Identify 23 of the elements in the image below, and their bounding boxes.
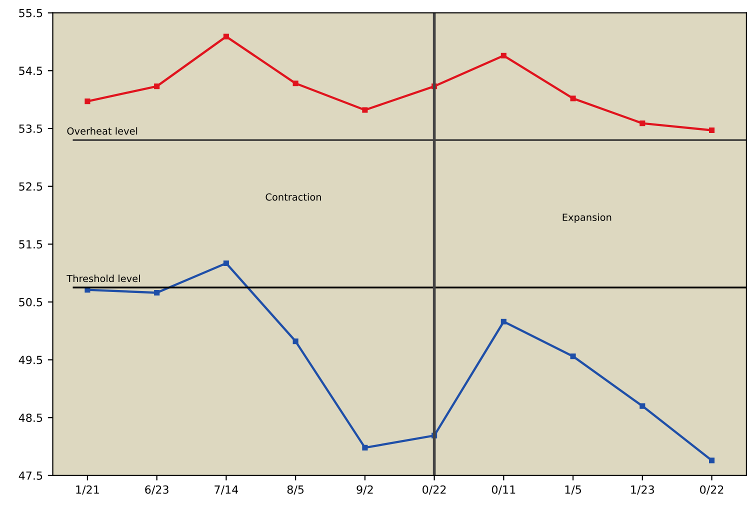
x-tick-label: 7/14 (214, 486, 238, 495)
x-tick-label: 0/22 (422, 485, 446, 495)
x-tick-label: 1/21 (76, 485, 99, 495)
y-tick-label: 55.5 (19, 8, 42, 18)
y-tick-label: 54.5 (19, 66, 42, 76)
x-tick-label: 0/11 (492, 485, 516, 495)
y-tick-label: 49.5 (18, 356, 42, 364)
y-tick-label: 48.5 (18, 414, 42, 422)
x-tick-label: 1/23 (631, 485, 654, 495)
y-tick-label: 50.5 (19, 298, 42, 306)
x-tick-label: 8/5 (287, 485, 304, 495)
annotation: Expansion (562, 213, 612, 223)
x-tick-label: 9/2 (356, 485, 373, 495)
y-tick-label: 53.5 (19, 124, 42, 133)
y-tick-label: 52.5 (19, 182, 42, 191)
ref-line-label: Overheat level (67, 127, 138, 135)
y-tick-label: 51.5 (19, 240, 42, 249)
annotation: Contraction (266, 193, 321, 201)
ref-line-label: Threshold level (66, 274, 140, 282)
x-tick-label: 6/23 (145, 485, 168, 495)
x-tick-label: 1/5 (565, 486, 582, 495)
y-tick-label: 47.5 (18, 472, 42, 480)
x-tick-label: 0/22 (700, 485, 724, 495)
